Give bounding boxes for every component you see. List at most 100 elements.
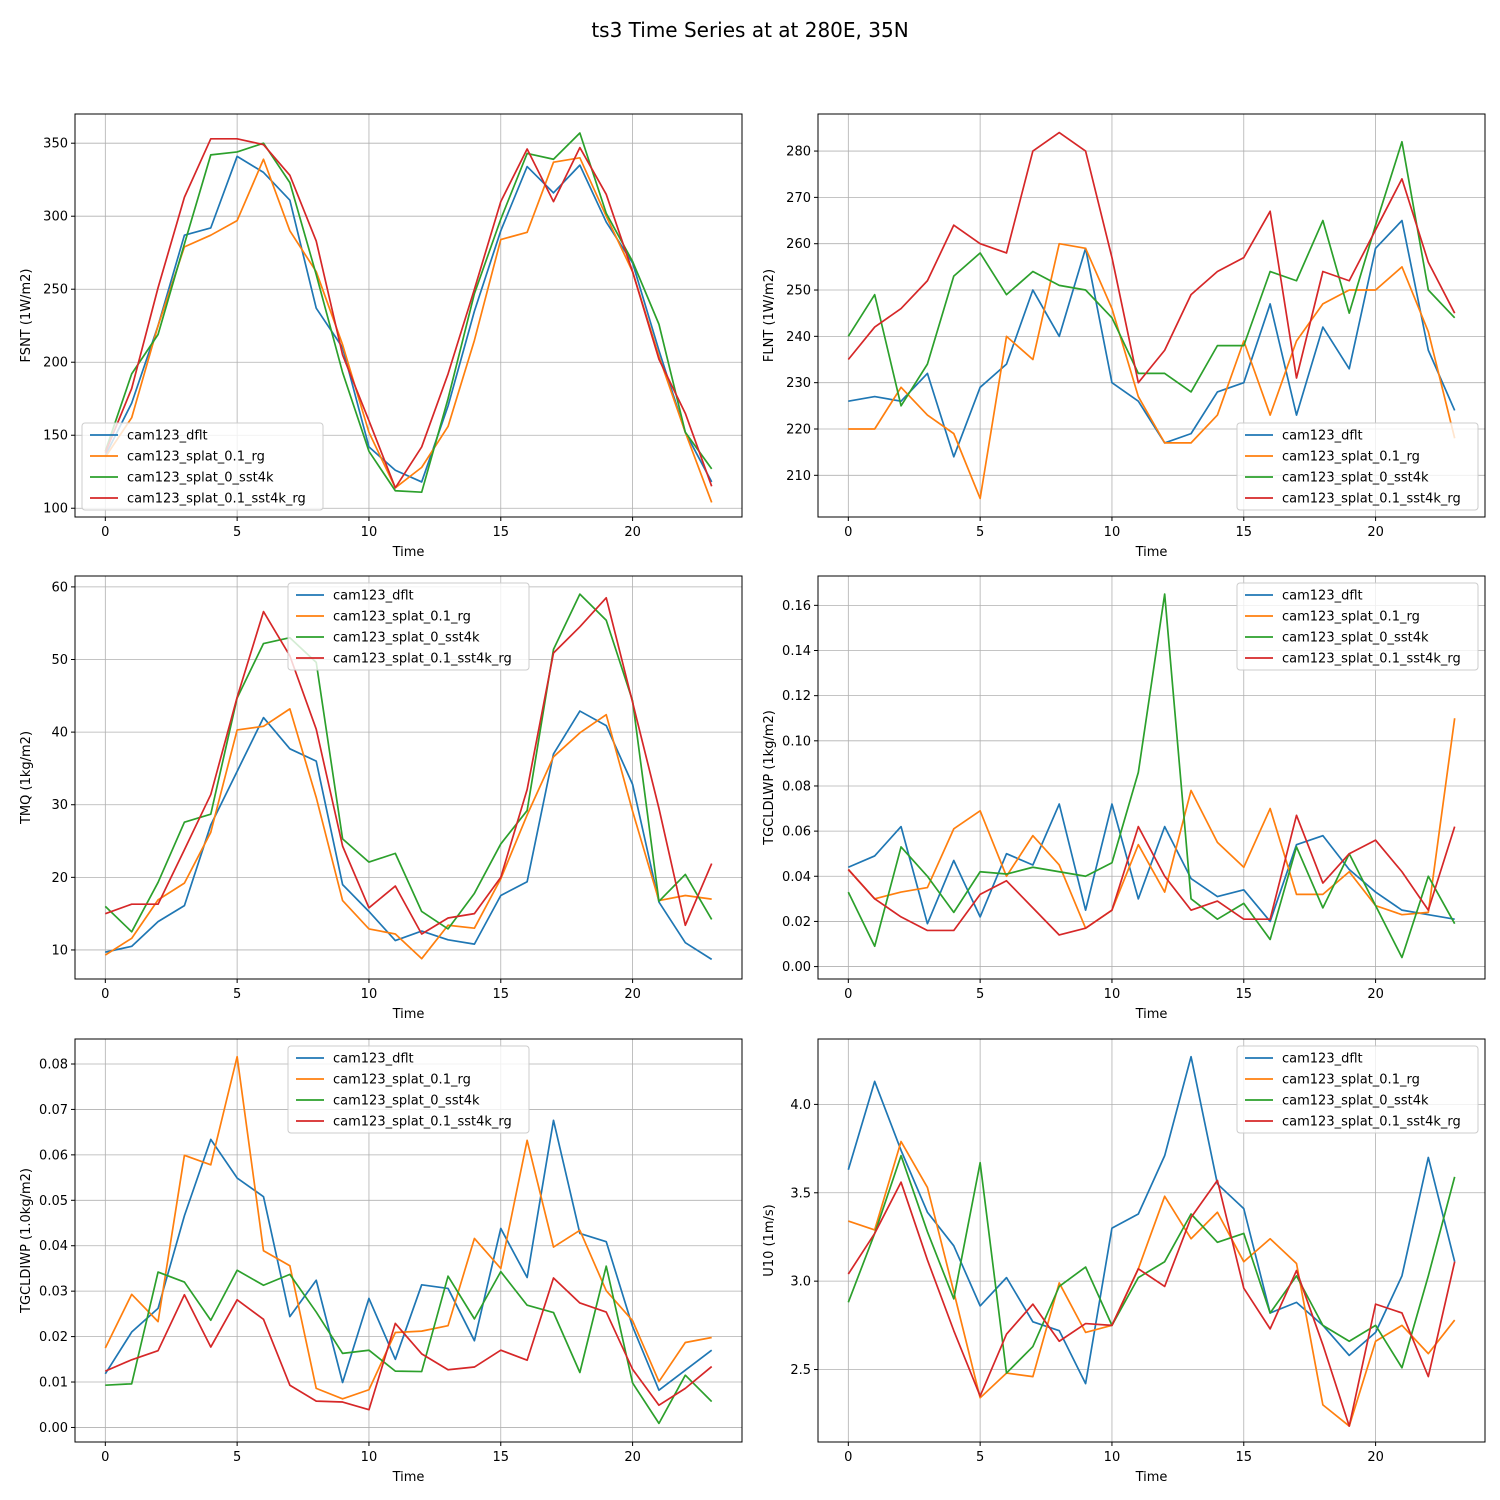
legend-label: cam123_splat_0_sst4k (127, 471, 274, 486)
figure-title: ts3 Time Series at at 280E, 35N (591, 18, 908, 42)
y-tick-label: 260 (786, 237, 811, 252)
series-line-cam123_splat_0.1_rg (104, 708, 712, 960)
y-tick-label: 250 (786, 284, 811, 299)
x-tick-label: 5 (233, 987, 241, 1002)
legend-label: cam123_splat_0.1_sst4k_rg (1282, 492, 1461, 507)
legend-box (1236, 422, 1479, 511)
y-tick-label: 30 (51, 798, 68, 813)
x-tick-label: 15 (492, 1450, 509, 1465)
series-line-cam123_splat_0.1_sst4k_rg (104, 137, 713, 489)
legend: cam123_dflt cam123_splat_0.1_rg cam123_spl… (1236, 422, 1479, 511)
y-axis-label: TMQ (1kg/m2) (19, 731, 34, 825)
x-tick-label: 15 (492, 525, 509, 540)
y-tick-label: 250 (43, 283, 68, 298)
x-tick-label: 0 (844, 525, 852, 540)
legend-label: cam123_splat_0.1_sst4k_rg (1282, 652, 1461, 667)
series-line-cam123_splat_0.1_sst4k_rg (105, 596, 713, 935)
legend-label: cam123_dflt (333, 589, 414, 604)
legend-label: cam123_splat_0.1_sst4k_rg (1282, 1115, 1461, 1130)
legend-label: cam123_dflt (1282, 1052, 1363, 1067)
legend-box (81, 422, 324, 511)
subplot-1: 0 5 10 15 20 100 150 200 250 300 350 Time FSNT (1W/m… (19, 113, 743, 560)
legend: cam123_dflt cam123_splat_0.1_rg cam123_spl… (1236, 1045, 1479, 1134)
legend-label: cam123_splat_0.1_sst4k_rg (127, 492, 306, 507)
y-tick-label: 240 (786, 330, 811, 345)
series-line-cam123_splat_0.1_rg (848, 1140, 1456, 1427)
x-tick-label: 10 (361, 1450, 378, 1465)
legend-label: cam123_splat_0.1_sst4k_rg (333, 652, 512, 667)
subplot-3: 0 5 10 15 20 10 20 30 40 50 60 Time TMQ (1kg/m2) cam1… (19, 575, 743, 1022)
series-line-cam123_splat_0.1_sst4k_rg (847, 131, 1456, 384)
y-tick-label: 4.0 (790, 1098, 811, 1113)
series-line-cam123_splat_0.1_rg (104, 156, 713, 503)
subplot-6: 0 5 10 15 20 2.5 3.0 3.5 4.0 Time U10 (1m/s) cam123… (762, 1038, 1486, 1485)
x-tick-label: 0 (101, 525, 109, 540)
x-tick-label: 15 (1235, 525, 1252, 540)
x-tick-label: 10 (361, 525, 378, 540)
x-axis-label: Time (392, 1007, 425, 1022)
y-tick-label: 0.07 (39, 1103, 68, 1118)
y-tick-label: 0.08 (39, 1057, 68, 1072)
series-line-cam123_splat_0_sst4k (847, 1154, 1456, 1374)
x-tick-label: 10 (1104, 987, 1121, 1002)
series-line-cam123_splat_0.1_sst4k_rg (847, 814, 1456, 936)
y-tick-label: 300 (43, 210, 68, 225)
series-line-cam123_splat_0.1_sst4k_rg (104, 1277, 713, 1411)
axes-frame (817, 575, 1486, 980)
y-tick-label: 0.12 (782, 689, 811, 704)
x-tick-label: 0 (101, 1450, 109, 1465)
y-tick-label: 3.5 (790, 1186, 811, 1201)
x-tick-label: 0 (844, 987, 852, 1002)
x-tick-label: 5 (976, 525, 984, 540)
series-line-cam123_splat_0.1_rg (847, 718, 1456, 930)
y-tick-label: 0.02 (782, 915, 811, 930)
y-tick-label: 60 (51, 580, 68, 595)
legend-label: cam123_splat_0_sst4k (1282, 631, 1429, 646)
series-line-cam123_dflt (847, 1055, 1456, 1385)
subplot-2: 0 5 10 15 20 210 220 230 240 250 260 270 280 Time FLNT… (762, 113, 1486, 560)
legend: cam123_dflt cam123_splat_0.1_rg cam123_spl… (81, 422, 324, 511)
legend-label: cam123_splat_0_sst4k (333, 631, 480, 646)
x-tick-label: 20 (1367, 525, 1384, 540)
series-line-cam123_splat_0.1_rg (848, 242, 1456, 500)
legend-label: cam123_splat_0.1_rg (333, 610, 471, 625)
x-tick-label: 10 (1104, 1450, 1121, 1465)
legend: cam123_dflt cam123_splat_0.1_rg cam123_spl… (1236, 582, 1479, 671)
y-tick-label: 230 (786, 376, 811, 391)
series-line-cam123_splat_0.1_rg (104, 1055, 712, 1400)
legend-label: cam123_splat_0.1_sst4k_rg (333, 1115, 512, 1130)
subplot-4: 0 5 10 15 20 0.00 0.02 0.04 0.06 0.08 0.10 0.12 0.14… (762, 575, 1486, 1022)
y-tick-label: 0.01 (39, 1376, 68, 1391)
x-tick-label: 20 (624, 525, 641, 540)
x-tick-label: 10 (1104, 525, 1121, 540)
axes-frame (74, 1038, 743, 1443)
y-tick-label: 3.0 (790, 1275, 811, 1290)
x-tick-label: 20 (624, 1450, 641, 1465)
axes-frame (74, 113, 743, 518)
y-tick-label: 0.06 (782, 825, 811, 840)
y-tick-label: 150 (43, 429, 68, 444)
series-line-cam123_splat_0_sst4k (104, 132, 713, 494)
x-axis-label: Time (1135, 1007, 1168, 1022)
legend-label: cam123_splat_0.1_rg (1282, 450, 1420, 465)
x-tick-label: 20 (1367, 987, 1384, 1002)
legend-label: cam123_dflt (1282, 429, 1363, 444)
y-tick-label: 0.05 (39, 1194, 68, 1209)
y-tick-label: 40 (51, 726, 68, 741)
y-tick-label: 0.10 (782, 734, 811, 749)
y-axis-label: FLNT (1W/m2) (762, 269, 777, 362)
x-tick-label: 5 (233, 525, 241, 540)
series-line-cam123_splat_0_sst4k (847, 593, 1456, 959)
x-tick-label: 0 (844, 1450, 852, 1465)
y-tick-label: 100 (43, 502, 68, 517)
legend: cam123_dflt cam123_splat_0.1_rg cam123_spl… (287, 582, 530, 671)
y-axis-label: TGCLDLWP (1kg/m2) (762, 710, 777, 846)
x-tick-label: 0 (101, 987, 109, 1002)
y-tick-label: 0.16 (782, 599, 811, 614)
series-line-cam123_dflt (104, 1119, 713, 1392)
axes-frame (817, 1038, 1486, 1443)
subplot-5: 0 5 10 15 20 0.00 0.01 0.02 0.03 0.04 0.05 0.06 0.07… (19, 1038, 743, 1485)
y-tick-label: 20 (51, 871, 68, 886)
y-axis-label: TGCLDIWP (1.0kg/m2) (19, 1168, 34, 1314)
legend-label: cam123_splat_0.1_rg (1282, 610, 1420, 625)
